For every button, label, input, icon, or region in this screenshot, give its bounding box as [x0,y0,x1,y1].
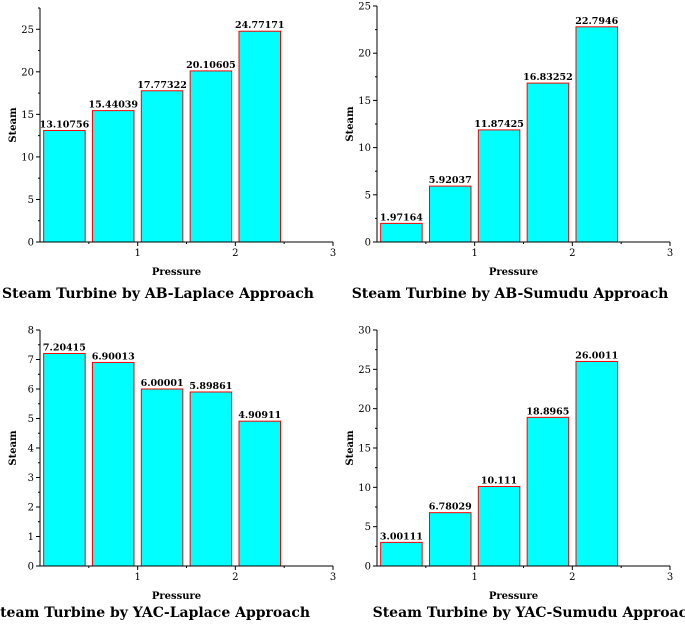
data-label: 6.00001 [141,378,184,389]
y-tick-label: 8 [28,326,34,337]
bar [477,129,521,243]
y-tick-label: 20 [358,404,371,415]
x-tick-label: 1 [134,572,140,583]
y-tick-label: 20 [21,67,34,78]
data-label: 11.87425 [474,119,524,130]
y-tick-label: 5 [365,522,371,533]
bar [189,391,233,567]
y-tick-label: 5 [365,190,371,201]
data-label: 7.20415 [43,342,86,353]
bar [238,420,282,567]
data-label: 20.10605 [186,60,236,71]
bar [526,416,570,567]
y-tick-label: 10 [358,143,371,154]
chart-title: Steam Turbine by YAC-Laplace Approach [0,605,310,621]
y-axis-title: Steam [8,107,19,143]
x-tick-label: 1 [471,248,477,259]
data-label: 4.90911 [238,410,281,421]
chart-panel-3: 7.20415 6.90013 6.00001 5.89861 4.90911 0 1 2 3 4… [0,326,336,622]
data-label: 16.83252 [523,72,573,83]
chart-panel-4: 3.00111 6.78029 10.111 18.8965 26.0011 0 5 10 15… [345,326,685,622]
y-tick-label: 15 [21,110,34,121]
data-label: 3.00111 [380,531,423,542]
chart-panel-1: 13.10756 15.44039 17.77322 20.10605 24.77171… [2,7,336,302]
x-tick-label: 2 [232,572,238,583]
bar [477,485,521,567]
bar [43,352,86,567]
x-tick-label: 3 [667,572,673,583]
data-label: 6.78029 [429,502,472,513]
y-tick-label: 30 [358,326,371,337]
chart-panel-2: 1.97164 5.92037 11.87425 16.83252 22.7946 0 5 1… [345,2,673,303]
data-label: 5.89861 [189,381,232,392]
bar [140,388,184,567]
y-tick-label: 5 [28,195,34,206]
data-label: 26.0011 [575,350,618,361]
x-axis-title: Pressure [489,267,538,278]
data-label: 22.7946 [575,16,618,27]
y-tick-label: 2 [28,503,34,514]
y-tick-label: 7 [28,355,34,366]
y-tick-label: 6 [28,385,34,396]
bar [428,512,472,567]
bar [526,82,570,243]
y-tick-label: 25 [358,2,371,13]
x-tick-label: 1 [471,572,477,583]
data-label: 6.90013 [92,351,135,362]
data-label: 13.10756 [40,119,90,130]
y-tick-label: 0 [365,562,371,573]
bar [238,30,282,243]
x-tick-label: 2 [232,248,238,259]
y-tick-label: 25 [358,365,371,376]
bar [43,129,86,243]
chart-title: Steam Turbine by AB-Laplace Approach [2,286,314,302]
y-tick-label: 0 [365,238,371,249]
bar [380,222,423,243]
data-label: 1.97164 [380,212,423,223]
y-axis-title: Steam [345,106,356,142]
bar [91,110,135,243]
data-label: 15.44039 [88,100,138,111]
y-tick-label: 10 [358,483,371,494]
data-label: 18.8965 [526,406,569,417]
bar [91,361,135,567]
chart-title: Steam Turbine by YAC-Sumudu Approach [373,605,685,621]
x-tick-label: 3 [667,248,673,259]
y-tick-label: 0 [28,562,34,573]
x-axis-title: Pressure [489,591,538,602]
x-axis-title: Pressure [152,267,201,278]
bar [575,26,619,243]
x-tick-label: 2 [569,572,575,583]
chart-title: Steam Turbine by AB-Sumudu Approach [352,286,669,302]
x-tick-label: 1 [134,248,140,259]
data-label: 5.92037 [429,175,472,186]
x-tick-label: 3 [330,572,336,583]
data-label: 17.77322 [137,80,187,91]
y-tick-label: 20 [358,49,371,60]
y-tick-label: 15 [358,96,371,107]
y-tick-label: 10 [21,152,34,163]
y-tick-label: 1 [28,532,34,543]
bar [140,90,184,243]
bar [428,185,472,243]
bar [189,70,233,243]
y-tick-label: 5 [28,414,34,425]
y-axis-title: Steam [8,430,19,466]
y-tick-label: 3 [28,473,34,484]
x-tick-label: 3 [330,248,336,259]
y-tick-label: 4 [28,444,34,455]
bar [575,360,619,567]
bar [380,541,423,567]
x-tick-label: 2 [569,248,575,259]
y-tick-label: 25 [21,25,34,36]
data-label: 10.111 [481,475,517,486]
data-label: 24.77171 [235,20,285,31]
y-tick-label: 0 [28,238,34,249]
y-tick-label: 15 [358,444,371,455]
y-axis-title: Steam [345,430,356,466]
x-axis-title: Pressure [152,591,201,602]
